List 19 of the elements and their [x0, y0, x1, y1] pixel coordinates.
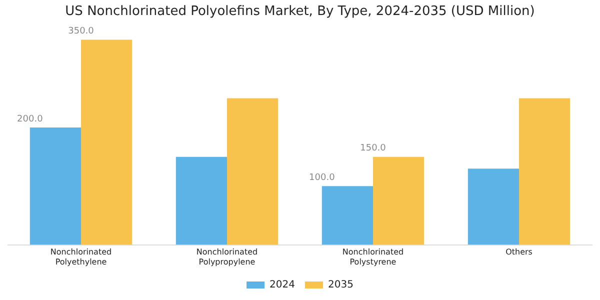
x-tick-label: Nonchlorinated Polyethylene	[50, 248, 112, 266]
data-label: 350.0	[68, 26, 94, 36]
bar	[519, 98, 570, 245]
bar	[176, 156, 227, 245]
bar	[30, 128, 81, 245]
x-tick-label: Nonchlorinated Polystyrene	[342, 248, 404, 266]
chart-title: US Nonchlorinated Polyolefins Market, By Type, 2024-2035 (USD Million)	[65, 4, 535, 20]
data-label: 200.0	[17, 114, 44, 124]
legend-label: 2035	[328, 280, 354, 291]
bar	[227, 98, 278, 245]
data-label: 150.0	[360, 144, 386, 154]
legend-label: 2024	[270, 280, 296, 291]
bar	[81, 40, 132, 245]
x-tick-label: Others	[506, 248, 532, 257]
x-tick-label: Nonchlorinated Polypropylene	[196, 248, 258, 266]
data-label: 100.0	[309, 173, 336, 184]
bar	[468, 168, 519, 245]
bar	[322, 186, 373, 245]
bar	[373, 156, 424, 245]
